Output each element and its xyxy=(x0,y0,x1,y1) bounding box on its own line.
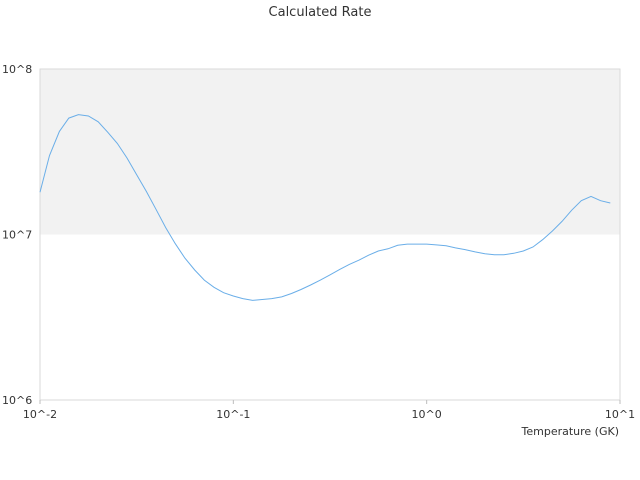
x-tick-label: 10^0 xyxy=(412,408,442,421)
series-line-0 xyxy=(39,114,611,301)
y-tick-label: 10^8 xyxy=(2,63,32,76)
plot-background xyxy=(39,68,621,401)
ticks-layer: 10^-2 10^-1 10^0 10^1 10^6 10^7 10^8 xyxy=(2,63,635,421)
chart-title: Calculated Rate xyxy=(269,5,372,20)
x-axis-label: Temperature (GK) xyxy=(521,425,620,438)
y-tick-label: 10^6 xyxy=(2,394,32,407)
y-tick-label: 10^7 xyxy=(2,229,32,242)
x-tick-label: 10^-1 xyxy=(216,408,250,421)
series-layer xyxy=(39,114,611,301)
x-tick-label: 10^-2 xyxy=(23,408,57,421)
x-tick-label: 10^1 xyxy=(605,408,635,421)
shaded-band xyxy=(40,69,620,235)
